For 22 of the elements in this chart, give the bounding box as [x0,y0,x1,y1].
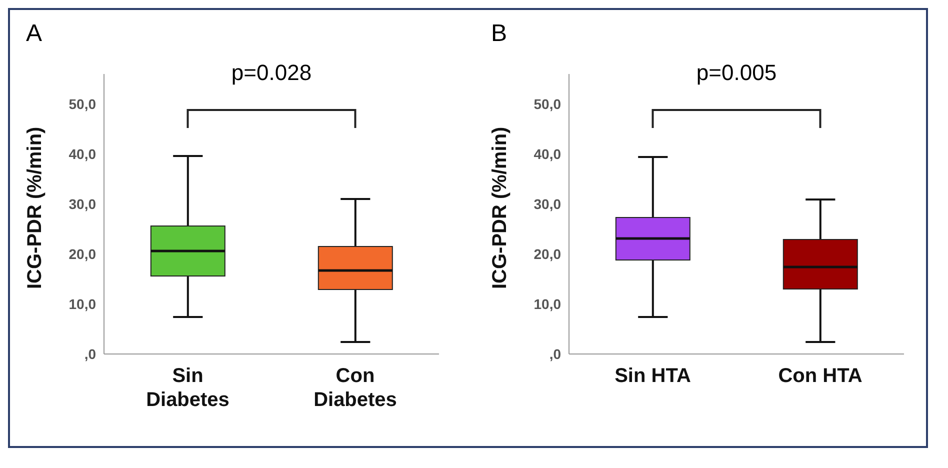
x-tick-label: Sin HTA [614,365,691,387]
y-tick-label: 50,0 [68,96,96,112]
y-tick-label: 30,0 [68,196,96,212]
y-tick-label: 10,0 [534,296,562,312]
y-tick-label: 50,0 [534,96,562,112]
y-tick-label: 40,0 [534,146,562,162]
y-tick-label: 10,0 [68,296,96,312]
annotation: p=0.028 [230,60,313,86]
chart-title: A [26,20,42,48]
x-tick-label: Con HTA [778,365,862,387]
y-tick-label: 30,0 [534,196,562,212]
x-tick-label: Con Diabetes [314,365,397,411]
x-tick-label: Sin Diabetes [146,365,230,411]
y-axis-title: ICG-PDR (%/min) [24,126,46,289]
y-tick-label: 20,0 [534,246,562,262]
y-tick-label: ,0 [549,346,562,362]
y-tick-label: 40,0 [68,146,96,162]
annotation: p=0.005 [695,60,778,86]
chart-title: B [491,20,508,48]
y-tick-label: 20,0 [68,246,96,262]
y-tick-label: ,0 [84,346,96,362]
y-axis-title: ICG-PDR (%/min) [489,126,512,289]
